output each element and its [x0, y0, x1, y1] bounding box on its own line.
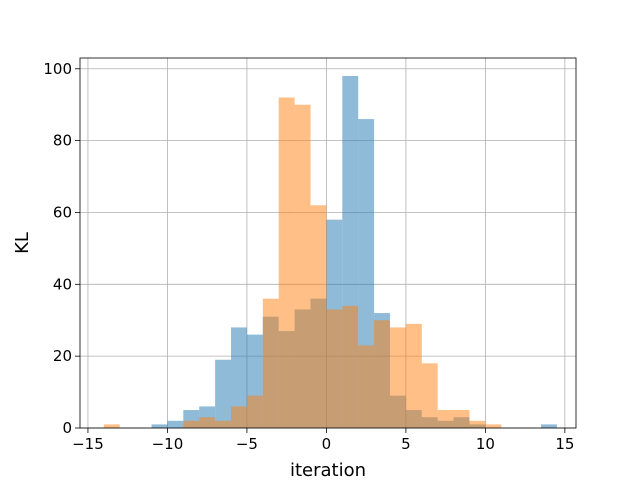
histogram-bar: [437, 410, 454, 428]
plot-area: −15 −10 −5 0 5 10 15 0 20 40 60 80 100: [43, 57, 577, 453]
histogram-bar: [215, 359, 232, 428]
histogram-bar: [541, 424, 557, 428]
histogram-bars: [103, 75, 557, 429]
histogram-series-2: [103, 97, 502, 429]
y-tick-label: 40: [53, 275, 72, 293]
histogram-bar: [215, 420, 232, 428]
y-tick-label: 0: [62, 419, 72, 437]
histogram-bar: [167, 420, 184, 428]
histogram-bar: [326, 309, 343, 428]
x-tick-label: −10: [152, 435, 184, 453]
x-axis-label: iteration: [290, 460, 366, 480]
axis-ticks: −15 −10 −5 0 5 10 15 0 20 40 60 80 100: [43, 60, 574, 453]
x-tick-label: −15: [72, 435, 104, 453]
histogram-bar: [278, 97, 295, 429]
histogram-bar: [453, 410, 470, 428]
y-tick-label: 100: [43, 60, 72, 78]
histogram-bar: [262, 298, 279, 428]
x-tick-label: −5: [236, 435, 258, 453]
histogram-bar: [469, 420, 486, 428]
plot-frame: [79, 57, 577, 429]
y-axis-label: KL: [12, 232, 33, 254]
x-tick-label: 5: [401, 435, 411, 453]
histogram-bar: [199, 417, 216, 428]
histogram-bar: [151, 424, 168, 428]
histogram-bar: [390, 327, 406, 428]
histogram-bar: [421, 363, 438, 428]
histogram-bar: [231, 406, 247, 428]
histogram-bar: [231, 327, 247, 428]
y-tick-label: 60: [53, 203, 72, 221]
x-tick-label: 10: [476, 435, 495, 453]
y-tick-label: 20: [53, 347, 72, 365]
histogram-bar: [246, 395, 263, 428]
x-tick-label: 15: [555, 435, 574, 453]
x-tick-label: 0: [322, 435, 332, 453]
histogram-bar: [374, 320, 390, 428]
y-tick-label: 80: [53, 132, 72, 150]
histogram-bar: [294, 104, 311, 428]
histogram-bar: [310, 205, 327, 428]
histogram-bar: [485, 424, 502, 428]
histogram-bar: [405, 323, 422, 428]
histogram-bar: [103, 424, 120, 428]
histogram-bar: [358, 345, 375, 428]
histogram-bar: [183, 420, 200, 428]
histogram-bar: [342, 305, 359, 428]
